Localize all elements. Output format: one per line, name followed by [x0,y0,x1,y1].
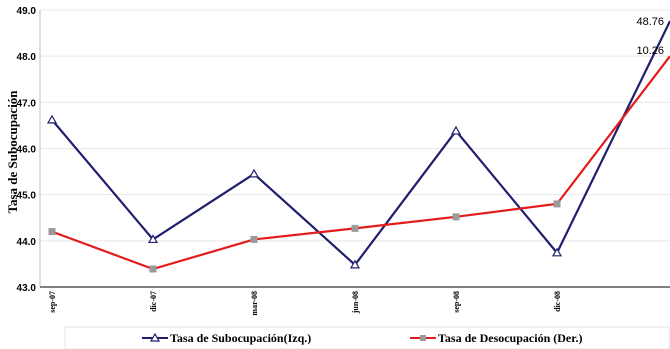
data-label: 10.26 [636,45,664,57]
data-label: 48.76 [636,16,664,28]
data-point [149,265,157,273]
x-tick-label: dic-08 [553,291,562,312]
legend-label: Tasa de Subocupación(Izq.) [170,331,311,345]
x-tick-label: dic-07 [149,291,158,312]
legend-marker [420,335,426,341]
x-axis-ticks: sep-07 dic-07 mar-08 jun-08 sep-08 dic-08 [48,291,562,316]
data-point [351,224,359,232]
y-tick-label: 44.0 [17,237,37,248]
data-point [147,234,159,244]
x-tick-label: sep-08 [452,291,461,313]
x-tick-label: mar-08 [250,291,259,316]
x-tick-label: jun-08 [351,291,360,314]
data-point [48,228,56,236]
data-point [452,213,460,221]
data-point [551,247,563,257]
y-tick-label: 47.0 [17,98,37,109]
legend: Tasa de Subocupación(Izq.) Tasa de Desocu… [64,326,670,349]
legend-marker [149,332,161,342]
gridlines [39,9,670,288]
data-point [248,168,260,178]
data-point [250,235,258,243]
y-tick-label: 46.0 [17,145,37,156]
data-point [450,125,462,135]
legend-box [64,326,670,349]
y-tick-label: 49.0 [17,6,37,17]
y-axis-ticks: 43.0 44.0 45.0 46.0 47.0 48.0 49.0 [17,6,37,294]
data-point [349,259,361,269]
y-tick-label: 43.0 [17,283,37,294]
legend-label: Tasa de Desocupación (Der.) [438,331,582,345]
y-axis-label: Tasa de Subocupación [5,90,20,214]
y-tick-label: 45.0 [17,191,37,202]
series-line [51,55,670,271]
data-point [553,200,561,208]
y-tick-label: 48.0 [17,52,37,63]
legend-items: Tasa de Subocupación(Izq.) Tasa de Desocu… [142,331,582,345]
data-point [46,114,58,124]
series-layer: 48.76 10.26 [46,16,670,273]
x-tick-label: sep-07 [48,291,57,313]
